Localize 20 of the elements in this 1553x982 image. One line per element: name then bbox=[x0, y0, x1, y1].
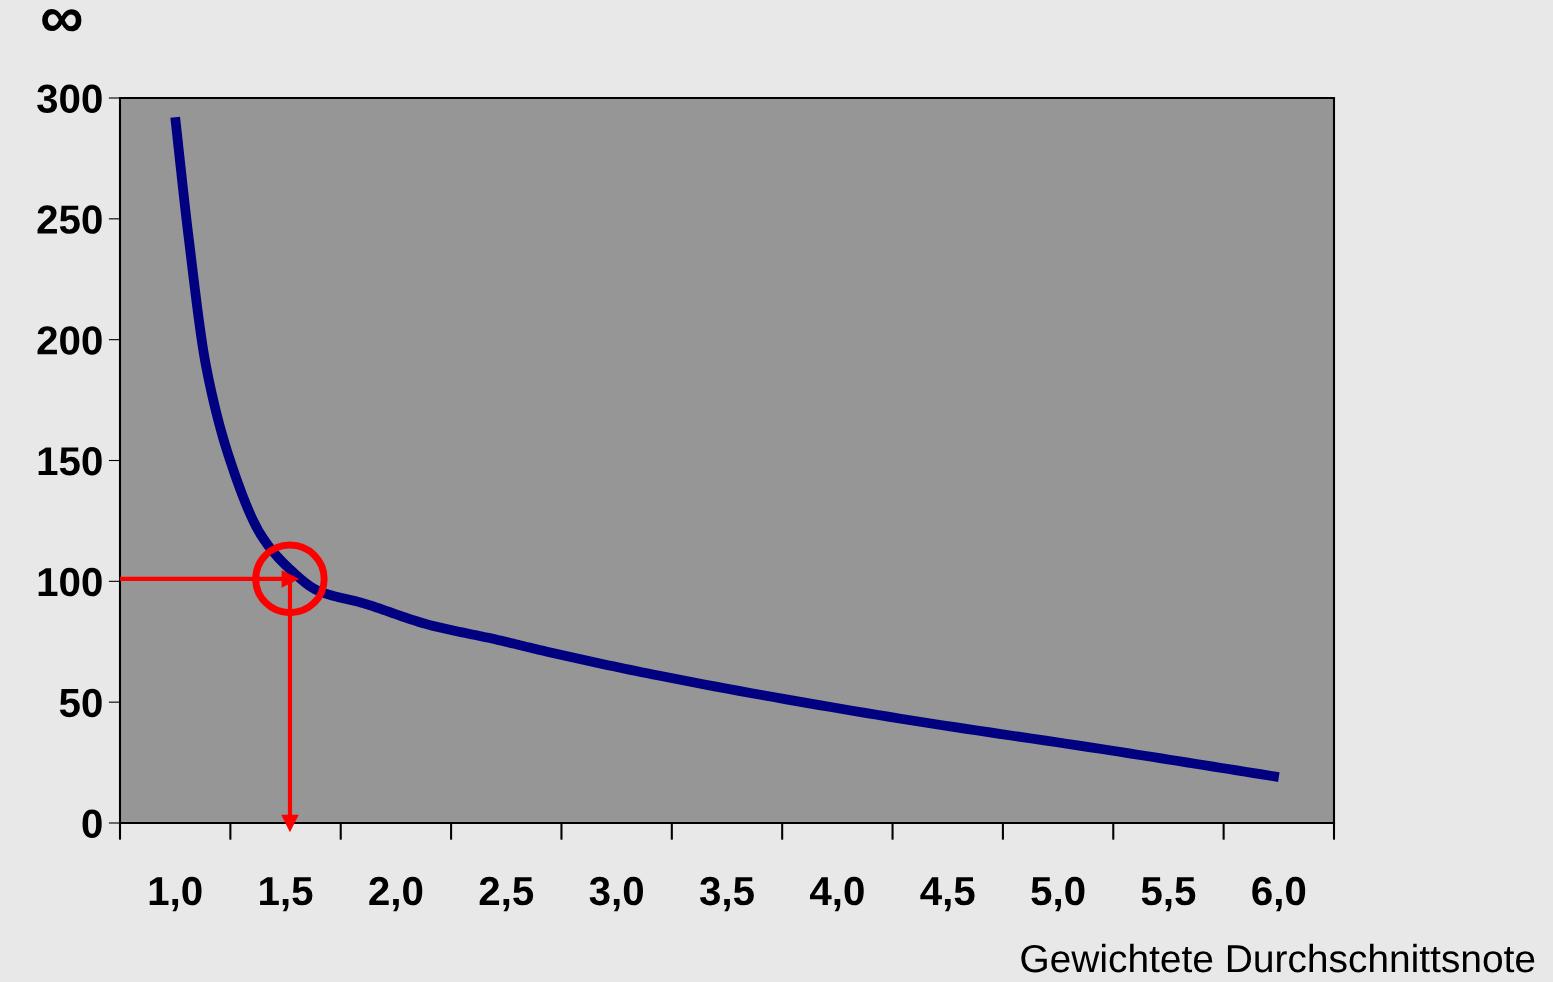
x-tick-label: 1,0 bbox=[149, 876, 202, 912]
x-tick-label: 3,5 bbox=[699, 876, 754, 912]
x-tick-label: 5,5 bbox=[1141, 877, 1196, 912]
x-tick-label: 4,5 bbox=[920, 877, 975, 912]
y-tick-label: 150 bbox=[38, 446, 102, 476]
y-tick-label: 50 bbox=[59, 688, 102, 718]
y-tick-label: 200 bbox=[37, 326, 102, 355]
x-tick-label: 6,0 bbox=[1252, 876, 1306, 912]
x-tick-label: 4,0 bbox=[809, 876, 864, 912]
y-tick-label: 100 bbox=[38, 567, 102, 597]
x-tick-label: 2,5 bbox=[479, 876, 534, 912]
x-axis-title: Gewichtete Durchschnittsnote bbox=[1021, 943, 1535, 973]
y-tick-label: 250 bbox=[37, 205, 102, 234]
y-tick-label: 0 bbox=[82, 809, 102, 838]
x-tick-label: 1,5 bbox=[260, 877, 313, 912]
y-tick-label: 300 bbox=[37, 84, 102, 114]
text: ∞ bbox=[42, 9, 82, 32]
x-tick-label: 5,0 bbox=[1031, 876, 1085, 912]
x-tick-label: 3,0 bbox=[589, 876, 643, 912]
x-tick-label: 2,0 bbox=[369, 876, 423, 912]
